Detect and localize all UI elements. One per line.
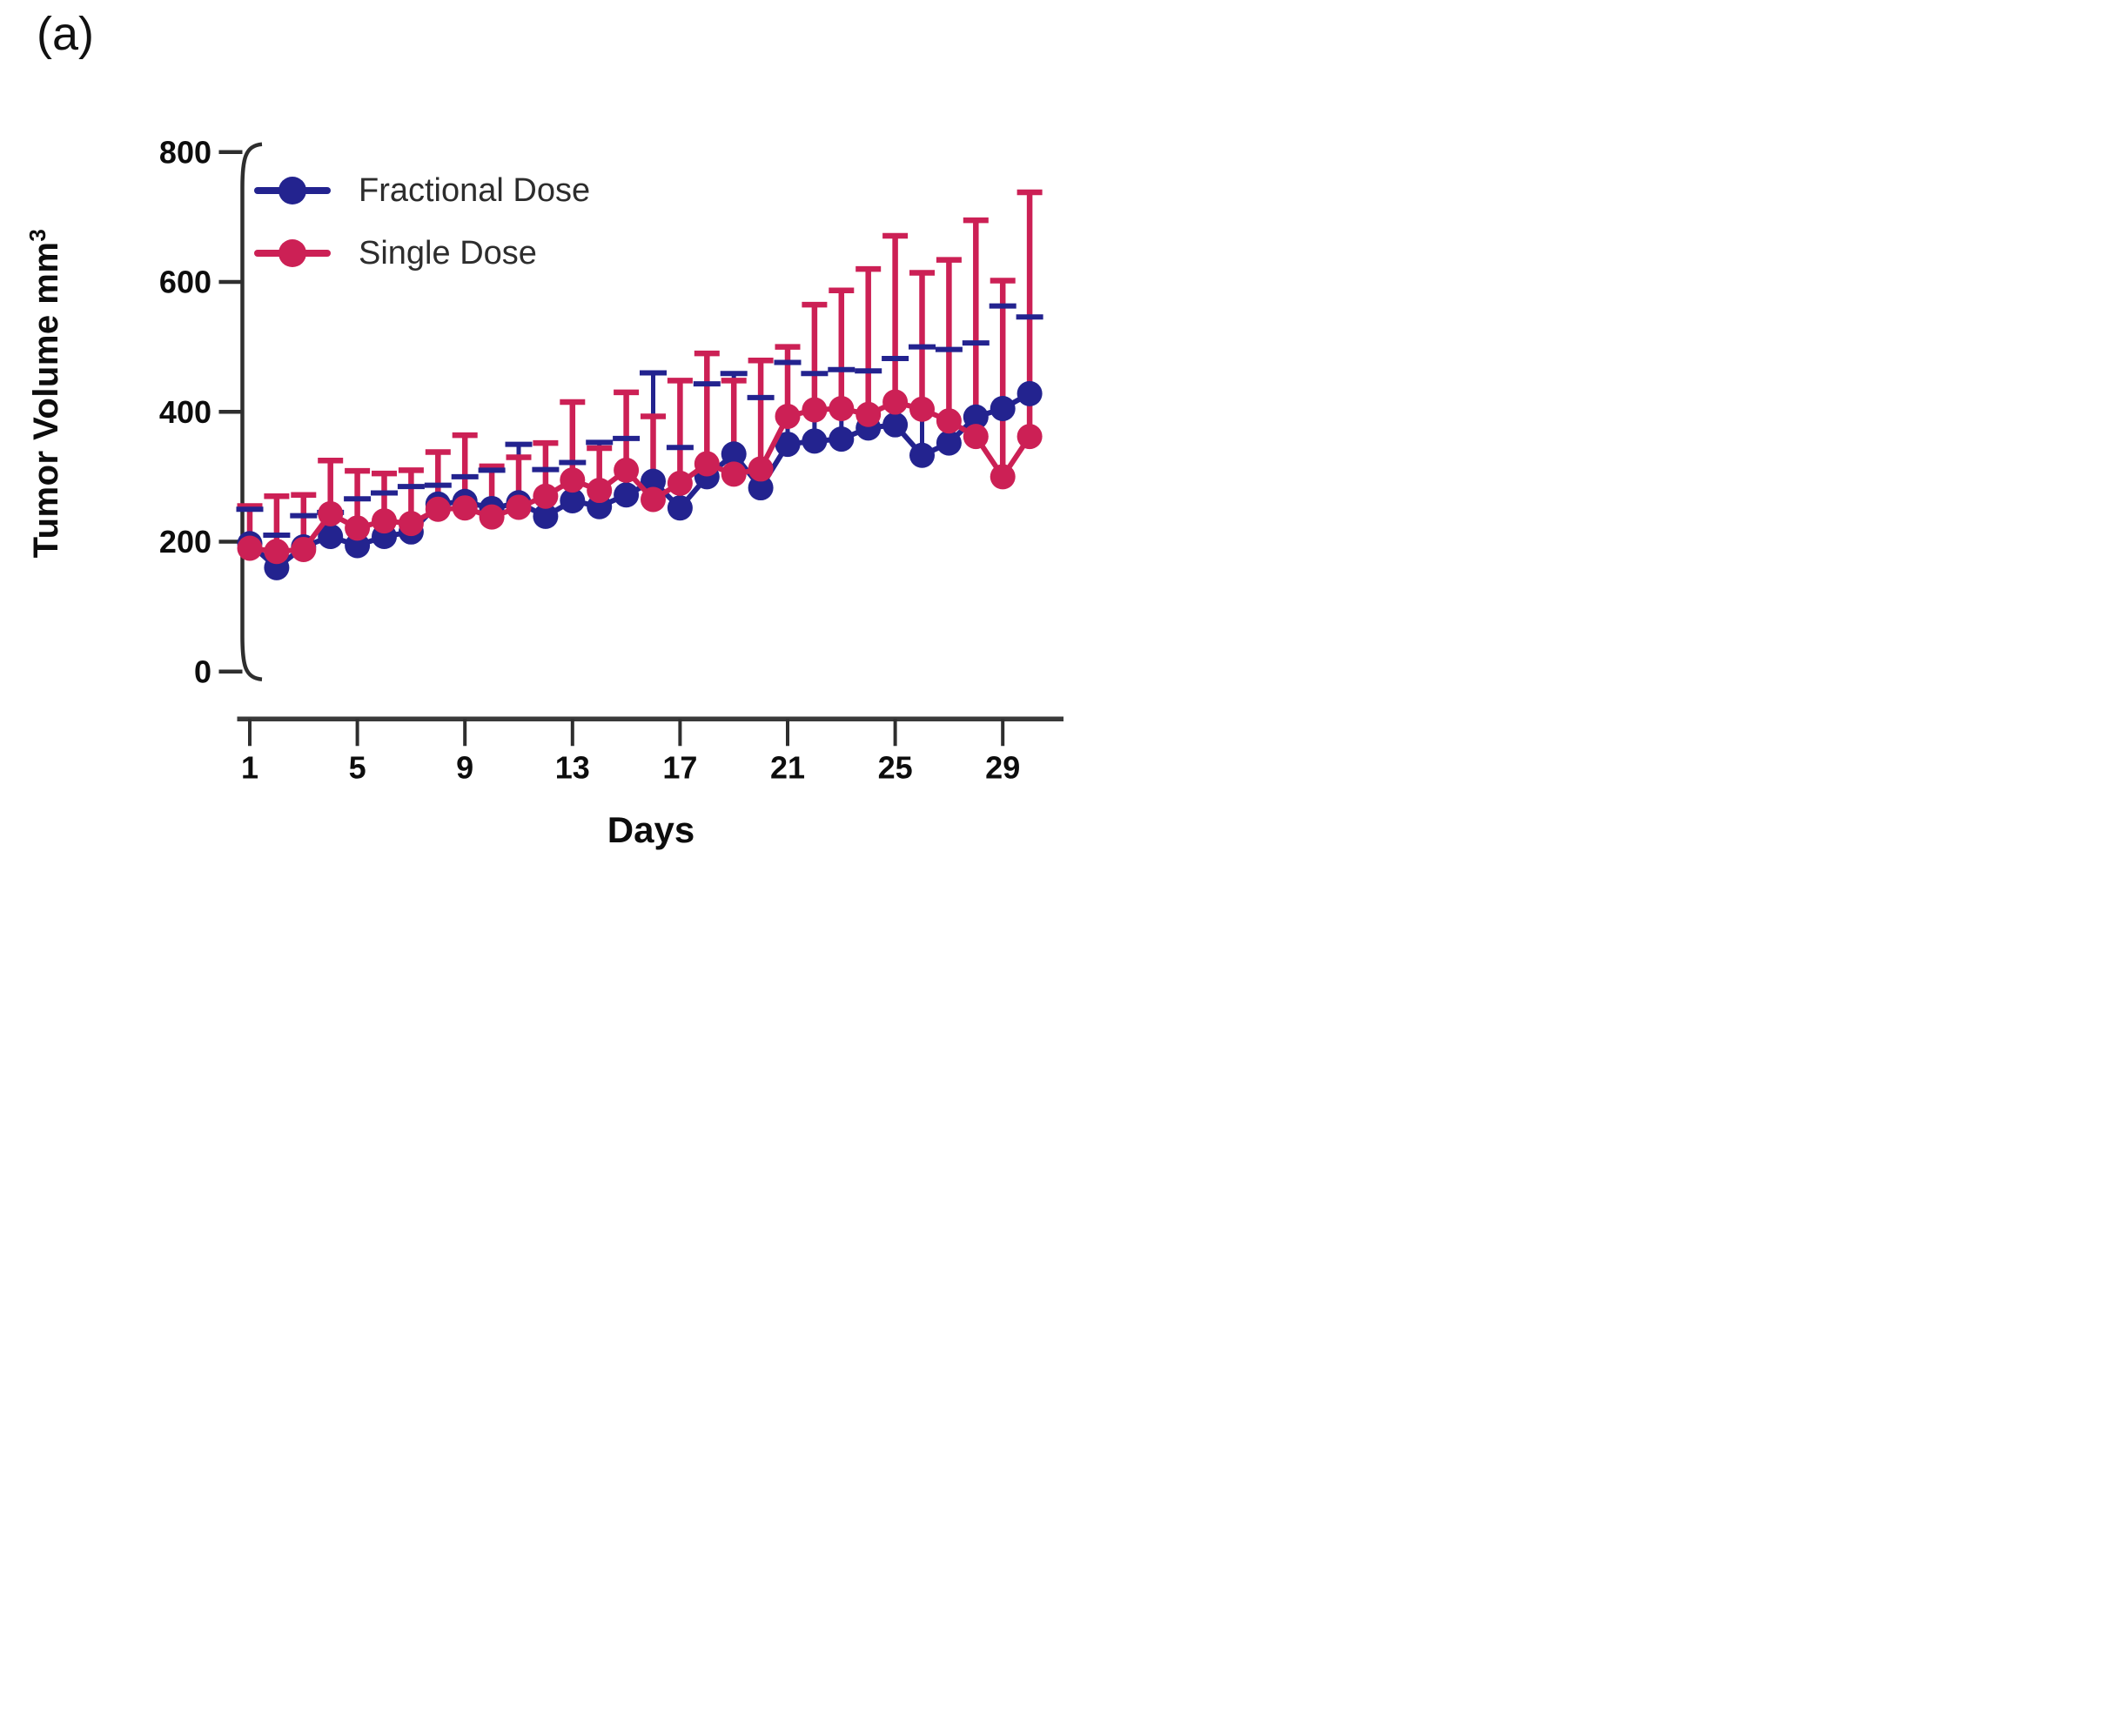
legend-row-single-dose: Single Dose (254, 234, 590, 271)
svg-text:13: 13 (555, 749, 590, 785)
svg-text:1: 1 (241, 749, 258, 785)
legend-marker-single-dose (254, 239, 331, 267)
legend-marker-fractional-dose (254, 177, 331, 204)
legend: Fractional Dose Single Dose (254, 171, 591, 299)
svg-text:5: 5 (349, 749, 366, 785)
panel-label: (a) (37, 8, 94, 60)
svg-text:21: 21 (770, 749, 805, 785)
svg-text:9: 9 (456, 749, 473, 785)
svg-text:400: 400 (159, 394, 211, 430)
x-axis-title: Days (607, 809, 695, 850)
svg-text:0: 0 (194, 654, 211, 689)
legend-dot-icon (278, 239, 306, 267)
chart-svg: 0 200 400 600 800 1 5 9 13 17 21 25 29 (159, 134, 1064, 785)
legend-label-fractional-dose: Fractional Dose (359, 171, 591, 209)
svg-text:200: 200 (159, 524, 211, 560)
legend-dot-icon (278, 177, 306, 204)
legend-label-single-dose: Single Dose (359, 234, 537, 271)
y-axis-title-text: Tumor Volume mm (27, 241, 66, 559)
svg-text:25: 25 (878, 749, 913, 785)
svg-text:17: 17 (662, 749, 697, 785)
svg-text:29: 29 (985, 749, 1020, 785)
legend-row-fractional-dose: Fractional Dose (254, 171, 591, 209)
figure-panel-a: 0 200 400 600 800 1 5 9 13 17 21 25 29 (a) Tumor Vol… (0, 0, 1064, 868)
y-axis-title-superscript: 3 (23, 228, 50, 242)
y-axis-title: Tumor Volume mm3 (24, 229, 66, 559)
svg-text:600: 600 (159, 265, 211, 300)
svg-text:800: 800 (159, 134, 211, 170)
